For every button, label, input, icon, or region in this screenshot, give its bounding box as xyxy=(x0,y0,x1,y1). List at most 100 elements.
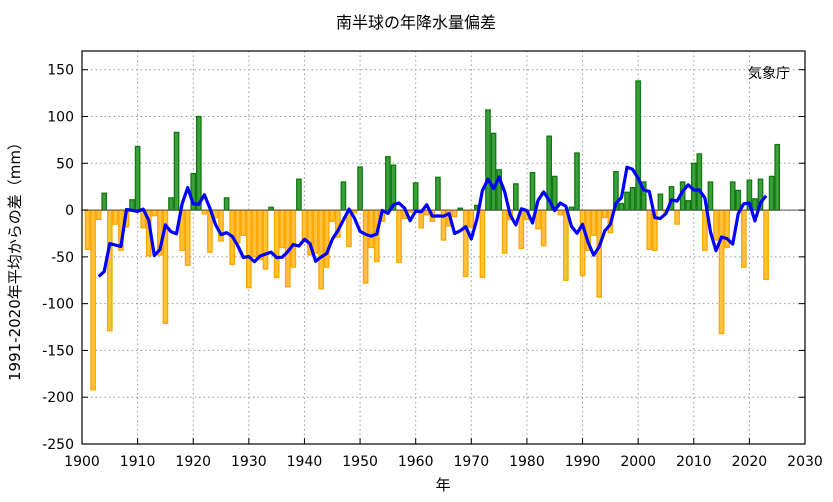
bar-1976 xyxy=(501,209,508,254)
bar-1957 xyxy=(396,209,402,264)
bar-1931 xyxy=(251,209,258,258)
running-mean-line xyxy=(97,165,768,278)
bar-2007 xyxy=(674,209,680,225)
bar-1993 xyxy=(596,209,603,298)
x-tick-label: 1990 xyxy=(565,454,601,470)
bar-1986 xyxy=(557,209,564,216)
bar-1992 xyxy=(590,209,597,236)
bar-1919 xyxy=(184,209,191,266)
bar-1906 xyxy=(112,209,119,225)
x-tick-label: 1910 xyxy=(120,454,156,470)
bar-2009 xyxy=(685,200,692,211)
bar-1939 xyxy=(296,178,302,211)
y-tick-label: -100 xyxy=(42,297,74,313)
bar-1926 xyxy=(223,197,230,211)
x-tick-label: 1940 xyxy=(287,454,323,470)
bar-1947 xyxy=(340,181,347,211)
bar-1989 xyxy=(574,152,580,211)
bar-1951 xyxy=(362,209,369,284)
bar-1917 xyxy=(173,131,180,211)
bar-1921 xyxy=(195,115,202,211)
x-tick-label: 2020 xyxy=(732,454,768,470)
bar-1929 xyxy=(240,209,247,236)
bar-1905 xyxy=(106,209,113,332)
bar-1970 xyxy=(468,209,475,228)
x-tick-label: 1950 xyxy=(342,454,378,470)
bar-1987 xyxy=(563,209,569,281)
x-tick-label: 2000 xyxy=(620,454,656,470)
bar-1950 xyxy=(357,166,363,211)
bar-1935 xyxy=(273,209,280,279)
bar-2025 xyxy=(774,143,781,211)
bar-1916 xyxy=(168,197,174,211)
bar-2002 xyxy=(646,209,653,251)
bars xyxy=(84,80,781,391)
x-axis: 1900 1910 1920 1930 1940 1950 1960 1970 1980 1990… xyxy=(64,438,823,470)
x-tick-label: 1970 xyxy=(453,454,489,470)
y-tick-label: 100 xyxy=(47,110,74,126)
bar-1960 xyxy=(412,182,419,211)
bar-2000 xyxy=(635,80,641,211)
bar-1930 xyxy=(246,209,252,289)
y-axis: -250 -200 -150 -100 -50 0 50 100 150 xyxy=(42,63,805,453)
bar-1983 xyxy=(540,209,547,247)
bar-2004 xyxy=(657,193,664,211)
y-tick-label: -50 xyxy=(51,250,74,266)
bar-2021 xyxy=(752,198,758,211)
bar-1973 xyxy=(485,109,491,211)
source-annotation: 気象庁 xyxy=(748,66,790,82)
bar-1978 xyxy=(512,183,519,211)
bar-1942 xyxy=(312,209,319,254)
bar-2019 xyxy=(740,209,747,268)
bar-1952 xyxy=(368,209,375,249)
bar-2014 xyxy=(713,209,719,241)
x-axis-label: 年 xyxy=(435,476,450,494)
bar-1936 xyxy=(279,209,286,249)
plot-frame xyxy=(81,50,806,445)
bar-2024 xyxy=(768,175,775,211)
bar-1945 xyxy=(329,209,336,222)
bar-1943 xyxy=(318,209,324,290)
bar-1922 xyxy=(201,209,208,215)
x-tick-label: 1900 xyxy=(64,454,100,470)
bar-1972 xyxy=(479,209,486,279)
bar-1938 xyxy=(290,209,297,268)
chart-title: 南半球の年降水量偏差 xyxy=(336,13,496,32)
bar-1903 xyxy=(95,209,102,221)
y-tick-label: -250 xyxy=(42,437,74,453)
bar-1901 xyxy=(84,209,91,251)
bar-1904 xyxy=(101,192,108,211)
bar-1944 xyxy=(323,209,330,268)
bar-2013 xyxy=(707,181,714,211)
bar-2017 xyxy=(729,181,736,211)
bar-2018 xyxy=(735,189,742,211)
bar-1990 xyxy=(579,209,586,277)
bar-1913 xyxy=(151,209,158,217)
y-tick-label: -200 xyxy=(42,390,74,406)
y-axis-label: 1991-2020年平均からの差（mm） xyxy=(6,135,24,381)
x-tick-label: 1930 xyxy=(231,454,267,470)
bar-2011 xyxy=(696,153,703,211)
bar-1969 xyxy=(462,209,469,278)
y-tick-label: 50 xyxy=(56,156,74,172)
bar-1940 xyxy=(301,209,308,243)
bar-1974 xyxy=(490,132,497,211)
bar-1997 xyxy=(618,202,625,211)
x-tick-label: 2010 xyxy=(676,454,712,470)
bar-1999 xyxy=(629,186,636,211)
bar-2023 xyxy=(763,209,769,280)
bar-1981 xyxy=(529,171,536,211)
bar-2015 xyxy=(718,209,725,335)
x-tick-label: 2030 xyxy=(787,454,823,470)
y-tick-label: -150 xyxy=(42,343,74,359)
x-tick-label: 1920 xyxy=(175,454,211,470)
bar-1910 xyxy=(134,145,141,211)
bar-1967 xyxy=(451,209,458,218)
bar-1932 xyxy=(257,209,263,261)
x-tick-label: 1980 xyxy=(509,454,545,470)
bar-1964 xyxy=(435,176,441,211)
bar-1955 xyxy=(385,156,391,211)
y-tick-label: 150 xyxy=(47,63,74,79)
bar-1994 xyxy=(601,209,608,219)
